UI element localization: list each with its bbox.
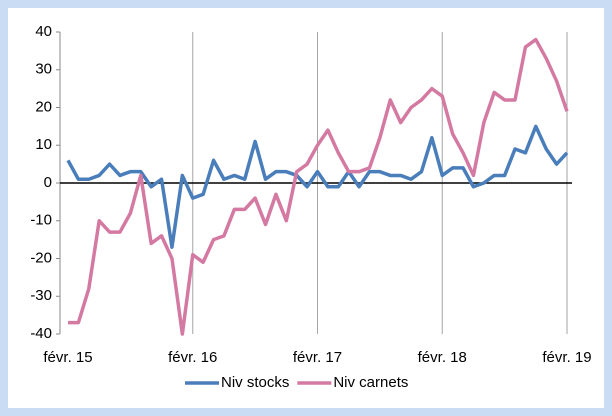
x-tick-label: févr. 16 — [168, 349, 217, 366]
y-tick-label: 0 — [44, 174, 52, 191]
series-line — [66, 124, 569, 249]
y-tick-label: -30 — [30, 287, 52, 304]
y-tick-label: 30 — [35, 61, 52, 78]
legend-label: Niv carnets — [333, 374, 408, 391]
x-tick-label: févr. 19 — [542, 349, 591, 366]
x-tick-label: févr. 17 — [293, 349, 342, 366]
chart-area — [8, 8, 604, 408]
y-tick-label: -40 — [30, 325, 52, 342]
y-tick-label: 40 — [35, 23, 52, 40]
x-tick-label: févr. 15 — [43, 349, 92, 366]
y-tick-label: -10 — [30, 212, 52, 229]
legend-label: Niv stocks — [221, 374, 289, 391]
x-tick-label: févr. 18 — [418, 349, 467, 366]
series-line — [68, 37, 569, 336]
y-tick-label: 20 — [35, 98, 52, 115]
y-tick-label: 10 — [35, 136, 52, 153]
y-tick-label: -20 — [30, 249, 52, 266]
